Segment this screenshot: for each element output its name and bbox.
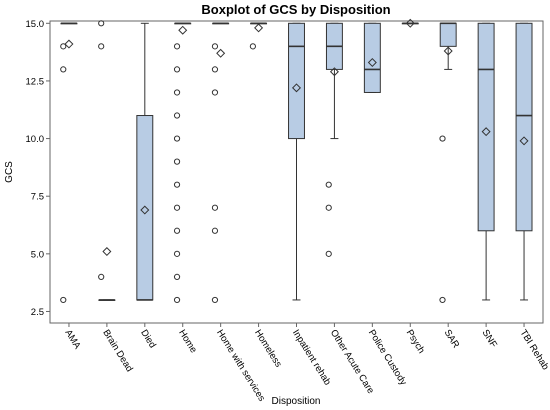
outlier-point	[173, 158, 181, 165]
mean-marker	[64, 39, 74, 49]
box	[439, 22, 457, 47]
box-series	[60, 18, 533, 304]
box	[363, 22, 381, 93]
x-tick-label: Psych	[404, 328, 427, 356]
mean-marker	[443, 46, 453, 56]
outlier-point	[211, 43, 219, 50]
x-tick-label: Police Custody	[366, 328, 409, 388]
box-group	[401, 18, 419, 28]
x-tick-label: Died	[138, 328, 158, 350]
x-axis-label: Disposition	[272, 396, 321, 407]
outlier-point	[173, 89, 181, 96]
outlier-point	[60, 296, 67, 304]
outlier-point	[173, 112, 181, 119]
box-group	[363, 22, 381, 93]
outlier-point	[211, 204, 219, 211]
box-group	[439, 22, 457, 304]
x-tick-label: AMA	[62, 328, 83, 352]
mean-marker	[140, 205, 150, 215]
box	[288, 22, 305, 140]
outlier-point	[173, 135, 181, 142]
y-tick-label: 2.5	[31, 307, 44, 318]
x-tick-label: TBI Rehab	[517, 328, 550, 372]
mean-marker	[481, 127, 491, 137]
outlier-point	[325, 250, 332, 257]
box-group	[325, 22, 343, 257]
mean-marker	[254, 23, 264, 33]
y-tick-label: 12.5	[26, 76, 45, 87]
box-group	[249, 22, 268, 50]
x-tick-label: SAR	[442, 328, 462, 351]
box	[136, 115, 154, 301]
x-tick-label: Homeless	[252, 328, 284, 370]
outlier-point	[173, 273, 181, 280]
mean-marker	[178, 25, 188, 35]
x-tick-label: SNF	[480, 328, 500, 350]
box	[515, 22, 533, 232]
outlier-point	[211, 296, 219, 304]
outlier-point	[211, 66, 219, 73]
box-group	[288, 22, 305, 301]
y-tick-label: 7.5	[31, 192, 44, 203]
outlier-point	[173, 296, 181, 304]
chart-title: Boxplot of GCS by Disposition	[201, 2, 390, 17]
outlier-point	[249, 43, 256, 50]
outlier-point	[98, 20, 105, 27]
outlier-point	[173, 227, 181, 234]
mean-marker	[519, 136, 529, 146]
outlier-point	[60, 66, 67, 73]
y-axis-label: GCS	[4, 161, 15, 183]
x-axis: AMA Brain Dead Died Home Home with servicesH…	[62, 323, 550, 404]
outlier-point	[211, 89, 219, 96]
box-group	[211, 22, 230, 304]
box-group	[477, 22, 495, 301]
box-group	[515, 22, 533, 301]
x-tick-label: Brain Dead	[100, 328, 135, 374]
mean-marker	[405, 18, 415, 28]
x-tick-label: Inpatient rehab	[290, 328, 333, 388]
mean-marker	[102, 247, 112, 257]
outlier-point	[439, 296, 446, 304]
mean-marker	[329, 67, 339, 77]
mean-marker	[367, 57, 377, 68]
y-tick-label: 15.0	[26, 19, 45, 30]
outlier-point	[173, 43, 181, 50]
box	[477, 22, 495, 232]
outlier-point	[173, 66, 181, 73]
box-group	[136, 22, 154, 301]
y-tick-label: 10.0	[26, 134, 45, 145]
outlier-point	[98, 43, 105, 50]
outlier-point	[60, 43, 67, 50]
box-group	[98, 20, 116, 301]
outlier-point	[173, 204, 181, 211]
mean-marker	[216, 48, 226, 58]
outlier-point	[173, 181, 181, 188]
box-group	[60, 22, 78, 304]
x-tick-label: Home	[176, 328, 199, 355]
box-group	[173, 22, 192, 304]
outlier-point	[325, 181, 332, 188]
y-axis: 2.5 5.0 7.5 10.0 12.5 15.0	[26, 19, 50, 318]
outlier-point	[211, 227, 219, 234]
mean-marker	[291, 83, 302, 93]
outlier-point	[325, 204, 332, 211]
y-tick-label: 5.0	[31, 249, 44, 260]
outlier-point	[439, 135, 446, 142]
outlier-point	[98, 273, 105, 280]
outlier-point	[173, 250, 181, 257]
